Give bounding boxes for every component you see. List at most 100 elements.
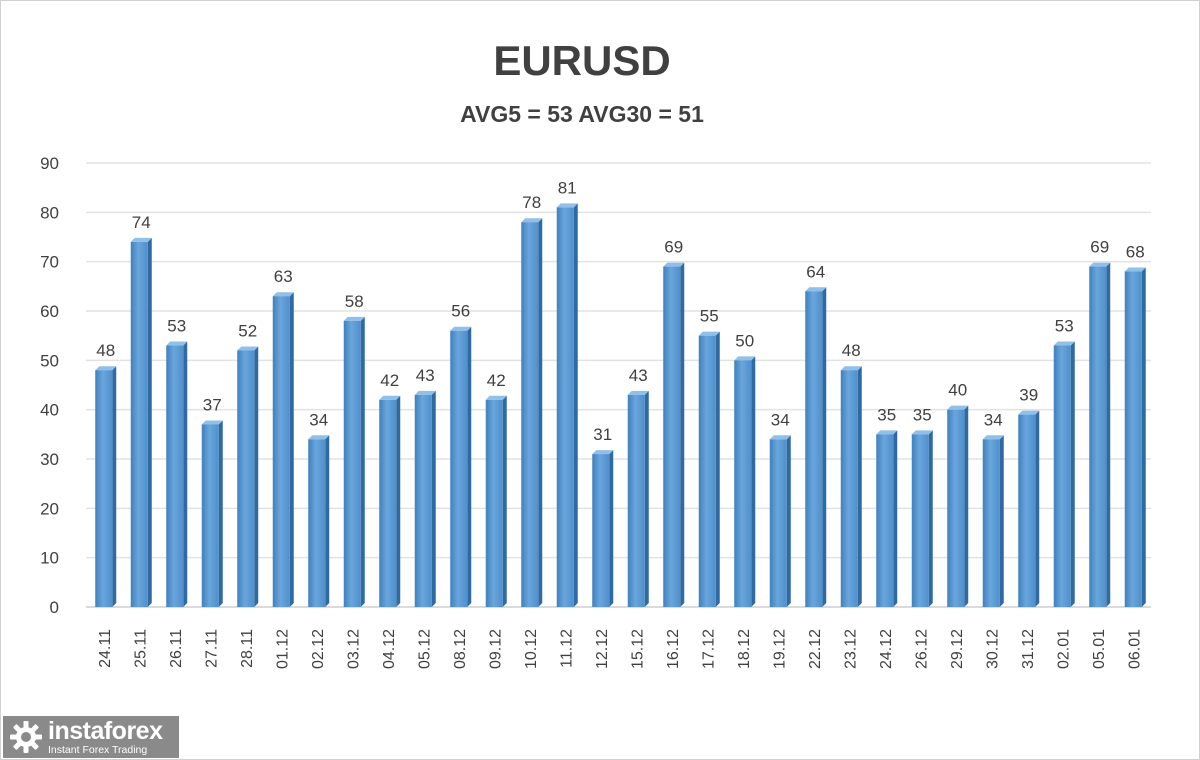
- bar-side: [502, 395, 507, 607]
- bar-side: [893, 430, 898, 607]
- bar-front: [592, 454, 610, 607]
- data-label: 68: [1126, 243, 1145, 262]
- x-tick-label: 31.12: [1020, 629, 1037, 669]
- x-tick-label: 27.11: [203, 629, 220, 668]
- gear-icon: [10, 721, 42, 753]
- bar-side: [467, 326, 472, 607]
- bar: [663, 262, 685, 607]
- x-tick-label: 05.12: [416, 629, 433, 669]
- x-tick-label: 24.12: [878, 629, 895, 669]
- data-label: 55: [700, 307, 719, 326]
- bar-chart: 0 10 20 30 40 50 60 70 80 90 48 74 53 37 52 63 34 58 42 43…: [40, 154, 1151, 669]
- x-tick-label: 06.01: [1126, 629, 1143, 669]
- bar-front: [1018, 414, 1036, 607]
- data-label: 40: [948, 381, 967, 400]
- y-tick-label: 30: [40, 450, 59, 469]
- bar-side: [644, 390, 649, 607]
- bar-top: [272, 292, 294, 297]
- data-label: 43: [416, 366, 435, 385]
- x-tick-label: 01.12: [274, 629, 291, 669]
- x-tick-label: 26.11: [168, 629, 185, 668]
- bar-side: [573, 203, 578, 607]
- data-label: 34: [309, 410, 328, 429]
- bar-top: [308, 435, 330, 440]
- y-tick-label: 60: [40, 302, 59, 321]
- bar-top: [201, 420, 223, 425]
- bar-top: [840, 366, 862, 371]
- bar-top: [876, 430, 898, 435]
- bar: [556, 203, 578, 607]
- bars: [95, 203, 1146, 607]
- data-label: 34: [771, 410, 790, 429]
- bar-top: [95, 366, 117, 371]
- bar-side: [715, 331, 720, 607]
- bar: [1124, 267, 1146, 607]
- bar-front: [982, 439, 1000, 607]
- y-tick-label: 50: [40, 351, 59, 370]
- bar-side: [680, 262, 685, 607]
- bar-side: [538, 218, 543, 607]
- instaforex-logo: instaforex Instant Forex Trading: [3, 716, 179, 758]
- bar: [201, 420, 223, 607]
- data-label: 74: [132, 213, 151, 232]
- bar: [379, 395, 401, 607]
- x-tick-label: 23.12: [842, 629, 859, 669]
- bar-front: [734, 360, 752, 607]
- y-tick-label: 90: [40, 154, 59, 173]
- bar-front: [698, 335, 716, 607]
- bar: [840, 366, 862, 607]
- bar-side: [1070, 341, 1075, 607]
- bar-front: [876, 434, 894, 607]
- x-tick-label: 02.12: [310, 629, 327, 669]
- bar: [1053, 341, 1075, 607]
- data-label: 39: [1019, 386, 1038, 405]
- bar-top: [1053, 341, 1075, 346]
- bar-side: [396, 395, 401, 607]
- data-label: 58: [345, 292, 364, 311]
- bar: [1089, 262, 1111, 607]
- y-tick-label: 20: [40, 499, 59, 518]
- bar-front: [272, 296, 290, 607]
- data-label: 42: [487, 371, 506, 390]
- bar: [414, 390, 436, 607]
- y-tick-label: 0: [50, 598, 59, 617]
- bar-top: [1089, 262, 1111, 267]
- bar-front: [414, 394, 432, 607]
- x-tick-label: 24.11: [97, 629, 114, 668]
- bar-top: [805, 287, 827, 292]
- bar-front: [911, 434, 929, 607]
- logo-tagline: Instant Forex Trading: [48, 743, 148, 756]
- data-label: 50: [735, 331, 754, 350]
- data-label: 69: [1090, 238, 1109, 257]
- data-label: 52: [238, 321, 257, 340]
- x-tick-label: 22.12: [807, 629, 824, 669]
- x-tick-label: 15.12: [629, 629, 646, 669]
- data-label: 53: [1055, 317, 1074, 336]
- bar-side: [289, 292, 294, 607]
- data-label: 48: [96, 341, 115, 360]
- x-tick-label: 10.12: [523, 629, 540, 669]
- bar: [343, 316, 365, 607]
- bar-front: [1089, 266, 1107, 607]
- bar-top: [237, 346, 259, 351]
- bar-front: [805, 291, 823, 607]
- bar-side: [1035, 410, 1040, 607]
- x-tick-label: 11.12: [558, 629, 575, 668]
- data-label: 31: [593, 425, 612, 444]
- bar-front: [308, 439, 326, 607]
- bar: [166, 341, 188, 607]
- bar-front: [769, 439, 787, 607]
- data-label: 53: [167, 317, 186, 336]
- bar-front: [450, 330, 468, 607]
- bar-front: [521, 222, 539, 607]
- bar-top: [663, 262, 685, 267]
- bar: [521, 218, 543, 607]
- bar-top: [343, 316, 365, 321]
- y-tick-label: 10: [40, 549, 59, 568]
- bar-side: [609, 450, 614, 607]
- bar-front: [556, 207, 574, 607]
- x-tick-label: 18.12: [736, 629, 753, 669]
- bar-top: [1018, 410, 1040, 415]
- bar-top: [1124, 267, 1146, 272]
